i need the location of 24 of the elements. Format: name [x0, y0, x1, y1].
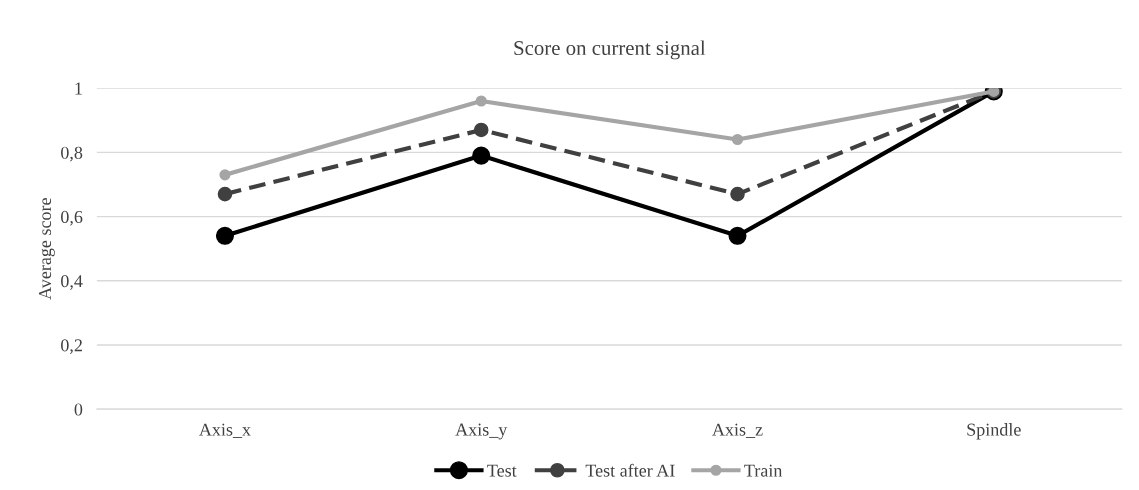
x-tick-label: Axis_z: [712, 423, 763, 438]
point: [475, 95, 487, 107]
point: [472, 146, 491, 165]
y-tick-label: 0,2: [61, 339, 82, 354]
y-tick-label: 0,6: [61, 210, 83, 226]
legend-label: Test: [487, 464, 517, 477]
x-tick-label: Axis_y: [455, 423, 508, 440]
point: [219, 169, 231, 181]
point: [730, 186, 745, 202]
legend-label: Test after AI: [585, 463, 675, 477]
point: [217, 186, 233, 202]
point: [215, 226, 234, 245]
point: [728, 226, 747, 245]
y-tick-label: 0,8: [61, 146, 83, 162]
y-tick-label: 0,4: [61, 275, 83, 290]
y-tick-label: 1: [75, 82, 82, 95]
x-tick-label: Axis_x: [199, 423, 251, 438]
legend-label: Train: [744, 464, 783, 477]
point: [473, 122, 489, 138]
x-tick-label: Spindle: [967, 423, 1021, 440]
y-tick-label: 0: [74, 403, 83, 416]
chart-title: Score on current signal: [514, 40, 706, 60]
point: [731, 133, 744, 146]
y-axis-title: Average score: [38, 198, 55, 300]
